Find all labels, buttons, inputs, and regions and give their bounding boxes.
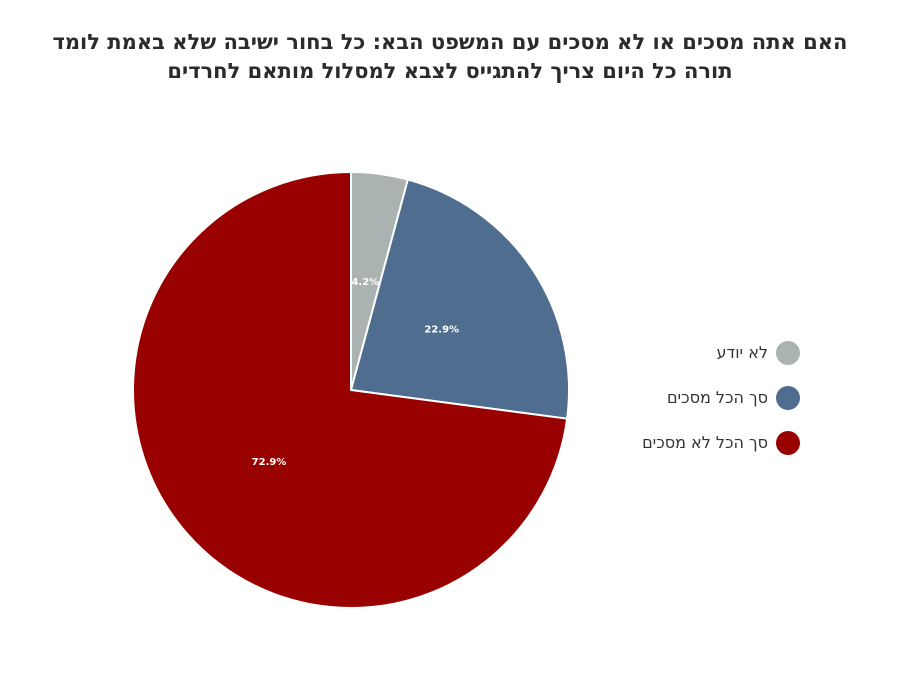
- legend-swatch: [776, 430, 800, 455]
- legend-item-dont-know[interactable]: לא יודע: [560, 330, 800, 375]
- chart-title-line-1: האם אתה מסכים או לא מסכים עם המשפט הבא: …: [52, 30, 848, 54]
- legend-label: סך הכל מסכים: [666, 388, 768, 407]
- legend-label: סך הכל לא מסכים: [642, 433, 768, 452]
- chart-title: האם אתה מסכים או לא מסכים עם המשפט הבא: …: [20, 28, 880, 86]
- legend-item-total-agree[interactable]: סך הכל מסכים: [560, 375, 800, 420]
- legend: לא יודע סך הכל מסכים סך הכל לא מסכים: [560, 330, 800, 465]
- legend-swatch: [776, 385, 800, 410]
- slice-value-label: 4.2%: [351, 277, 379, 288]
- legend-label: לא יודע: [716, 343, 768, 362]
- legend-item-total-disagree[interactable]: סך הכל לא מסכים: [560, 420, 800, 465]
- slice-value-label: 22.9%: [424, 325, 459, 336]
- pie-slice[interactable]: [132, 171, 569, 609]
- pie-slice[interactable]: [350, 178, 570, 420]
- slice-value-label: 72.9%: [252, 457, 287, 468]
- legend-swatch: [776, 340, 800, 365]
- chart-title-line-2: תורה כל היום צריך להתגייס לצבא למסלול מו…: [167, 59, 733, 83]
